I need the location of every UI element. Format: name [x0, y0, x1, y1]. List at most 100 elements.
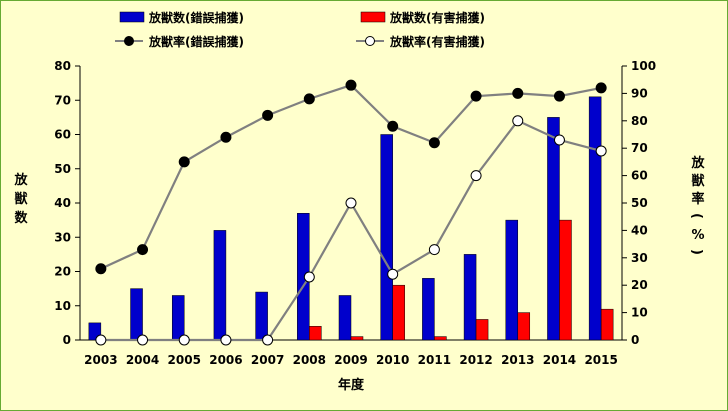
axis-title-char: 獣 [14, 191, 28, 207]
data-point [428, 244, 440, 256]
bar [517, 312, 531, 341]
data-point [387, 268, 399, 280]
x-tick-label: 2008 [293, 353, 326, 367]
y2-tick-label: 80 [631, 114, 648, 128]
bar [255, 291, 268, 341]
data-point [303, 271, 315, 283]
data-point [595, 82, 607, 94]
data-point [512, 87, 524, 99]
y-tick-label: 60 [54, 128, 71, 142]
data-point [220, 334, 232, 346]
y-tick-label: 80 [54, 59, 71, 73]
x-axis-title: 年度 [338, 377, 365, 393]
y2-tick-label: 10 [631, 306, 648, 320]
legend-label: 放獣数(有害捕獲) [389, 10, 485, 25]
y2-axis-title: 放獣率 (%) [689, 155, 705, 255]
legend-item: 放獣率(有害捕獲) [356, 34, 485, 49]
y-tick-label: 30 [54, 230, 71, 244]
data-point [595, 145, 607, 157]
data-point [553, 134, 565, 146]
axis-title-char: 放 [690, 155, 705, 171]
data-point [470, 170, 482, 182]
data-point [95, 263, 107, 275]
y-tick-label: 20 [54, 265, 71, 279]
data-point [262, 334, 274, 346]
bar [434, 336, 447, 341]
data-point [95, 334, 107, 346]
data-point [220, 131, 232, 143]
bar [559, 219, 572, 341]
bar [463, 254, 477, 341]
bar [380, 134, 393, 341]
bar [475, 319, 489, 341]
axis-title-char: 獣 [691, 173, 705, 189]
axis-title-char: ( [689, 213, 704, 219]
x-tick-label: 2009 [334, 353, 367, 367]
y2-tick-label: 70 [631, 141, 648, 155]
data-point [345, 197, 357, 209]
bar [350, 336, 364, 341]
x-tick-label: 2005 [168, 353, 201, 367]
y2-tick-label: 50 [631, 196, 648, 210]
data-point [178, 334, 190, 346]
legend-swatch [119, 11, 145, 23]
y2-tick-label: 40 [631, 223, 648, 237]
axis-title-char: 数 [14, 210, 28, 226]
x-tick-label: 2010 [376, 353, 409, 367]
legend-swatch [360, 11, 386, 23]
x-tick-label: 2012 [459, 353, 492, 367]
data-point [470, 90, 482, 102]
legend-label: 放獣率(有害捕獲) [389, 34, 485, 49]
bar [213, 230, 227, 341]
y-tick-label: 40 [54, 196, 71, 210]
y2-tick-label: 20 [631, 278, 648, 292]
bar [338, 295, 352, 341]
x-tick-label: 2015 [584, 353, 617, 367]
bar [130, 288, 143, 341]
legend-label: 放獣率(錯誤捕獲) [148, 34, 244, 49]
x-tick-label: 2014 [543, 353, 576, 367]
axis-title-char: % [691, 228, 704, 243]
axis-title-char: ) [689, 249, 704, 255]
bar [392, 284, 405, 341]
data-point [262, 109, 274, 121]
x-tick-label: 2007 [251, 353, 284, 367]
bar [547, 117, 560, 341]
data-point [553, 90, 565, 102]
bar [171, 295, 185, 341]
data-point [428, 137, 440, 149]
data-point [178, 156, 190, 168]
y2-tick-label: 90 [631, 86, 648, 100]
data-point [345, 79, 357, 91]
legend-item: 放獣数(有害捕獲) [360, 10, 485, 25]
legend-label: 放獣数(錯誤捕獲) [148, 10, 244, 25]
legend-item: 放獣率(錯誤捕獲) [115, 34, 244, 49]
data-point [303, 93, 315, 105]
legend-swatch-marker [365, 36, 375, 46]
axis-title-char: 放 [13, 172, 28, 188]
data-point [387, 120, 399, 132]
y-tick-label: 50 [54, 162, 71, 176]
plot-area: 0 10 20 30 40 50 60 70 80 0 10 20 30 40 50 60 70 80 90 100 2… [54, 59, 656, 367]
data-point [512, 115, 524, 127]
bar [600, 308, 614, 341]
x-tick-label: 2006 [209, 353, 242, 367]
y-tick-label: 10 [54, 299, 71, 313]
legend-swatch-marker [124, 36, 134, 46]
y-tick-label: 70 [54, 93, 71, 107]
data-point [137, 244, 149, 256]
y-tick-label: 0 [63, 333, 71, 347]
y2-tick-label: 100 [631, 59, 656, 73]
data-point [137, 334, 149, 346]
x-tick-label: 2004 [126, 353, 159, 367]
bar [588, 96, 602, 341]
bar [309, 326, 322, 341]
axis-title-char: 率 [691, 191, 704, 207]
x-tick-label: 2003 [84, 353, 117, 367]
bar [422, 278, 435, 341]
y2-tick-label: 60 [631, 169, 648, 183]
legend: 放獣数(錯誤捕獲) 放獣数(有害捕獲) 放獣率(錯誤捕獲) 放獣率(有害捕獲) [115, 10, 485, 49]
y-axis-title: 放獣数 [13, 172, 28, 226]
